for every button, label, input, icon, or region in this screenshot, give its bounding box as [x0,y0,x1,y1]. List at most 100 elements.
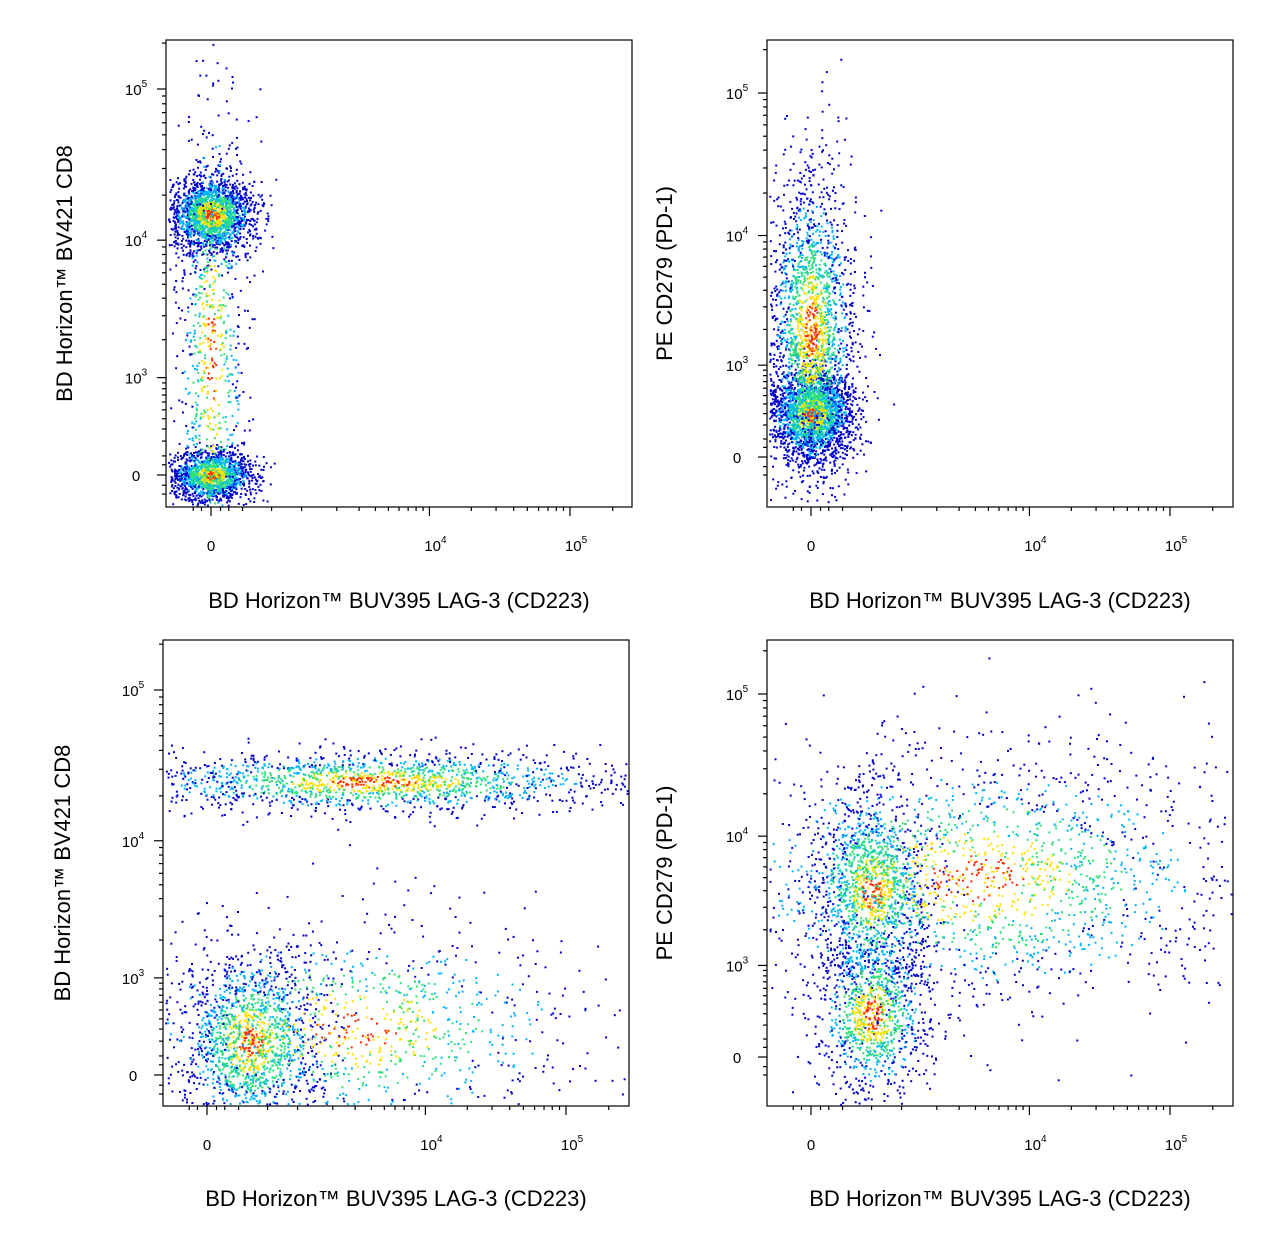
data-point [234,477,237,480]
data-point [804,461,807,464]
data-point [207,445,209,448]
data-point [232,471,235,474]
data-point [232,201,235,204]
data-point [197,94,200,97]
data-point [200,476,203,479]
data-point [214,502,217,505]
data-point [177,199,180,202]
data-point [220,309,223,312]
data-point [204,474,207,477]
data-point [208,131,210,134]
data-point [233,227,236,230]
data-point [184,491,187,494]
data-point [227,380,230,382]
data-point [203,222,206,225]
data-point [193,230,196,233]
data-point [211,206,214,208]
data-point [216,180,219,183]
data-point [209,184,212,187]
data-point [269,483,272,486]
data-point [202,412,205,415]
data-point [226,445,229,448]
y-axis-label: BD Horizon™ BV421 CD8 [52,145,77,402]
data-point [254,235,257,238]
data-point [241,225,244,228]
data-point [190,339,192,342]
data-point [202,215,205,217]
data-point [827,382,829,385]
data-point [184,482,187,485]
data-point [177,195,180,198]
data-point [188,484,191,487]
data-point [224,206,227,209]
data-point [254,482,257,485]
data-point [817,377,820,380]
data-point [209,465,212,468]
data-point [196,454,199,457]
data-point [839,418,841,421]
data-point [219,440,222,443]
data-point [243,206,246,209]
data-point [226,197,229,200]
data-point [210,252,213,255]
data-point [249,396,252,399]
data-point [187,222,190,225]
data-point [222,491,225,494]
data-point [207,468,210,471]
data-point [185,217,188,220]
data-point [197,190,200,193]
data-point [209,343,212,346]
data-point [221,242,224,245]
data-point [251,474,254,477]
data-point [239,461,242,464]
data-point [200,175,202,178]
data-point [222,322,225,325]
data-point [221,184,224,187]
data-point [219,470,222,473]
data-point [213,362,216,365]
data-point [238,183,241,186]
data-point [262,270,264,273]
data-point [205,165,208,168]
data-point [831,357,834,360]
data-point [199,193,202,196]
data-point [780,436,783,439]
data-point [193,173,196,176]
data-point [220,220,223,223]
data-point [175,199,178,201]
data-point [183,454,186,457]
data-point [183,231,186,234]
data-point [227,401,230,404]
data-point [229,234,232,237]
data-point [225,491,228,494]
data-point [214,485,217,488]
data-point [200,216,203,219]
data-point [266,500,269,503]
data-point [210,194,213,196]
data-point [207,496,210,499]
data-point [831,439,834,442]
data-point [208,212,211,215]
data-point [228,455,230,458]
data-point [227,190,230,193]
data-point [198,441,201,444]
data-point [199,351,202,354]
data-point [234,472,237,475]
data-point [196,479,199,482]
data-point [185,254,188,257]
data-point [228,451,231,453]
data-points [769,58,896,504]
data-point [197,380,200,383]
data-point [206,221,209,223]
data-point [170,463,173,466]
data-point [243,443,245,446]
data-point [215,364,218,366]
data-point [207,415,209,417]
data-point [246,241,248,244]
data-point [213,416,216,419]
data-point [189,498,192,501]
data-point [830,419,833,422]
data-point [212,455,215,458]
data-point [228,175,231,178]
data-point [173,220,176,223]
